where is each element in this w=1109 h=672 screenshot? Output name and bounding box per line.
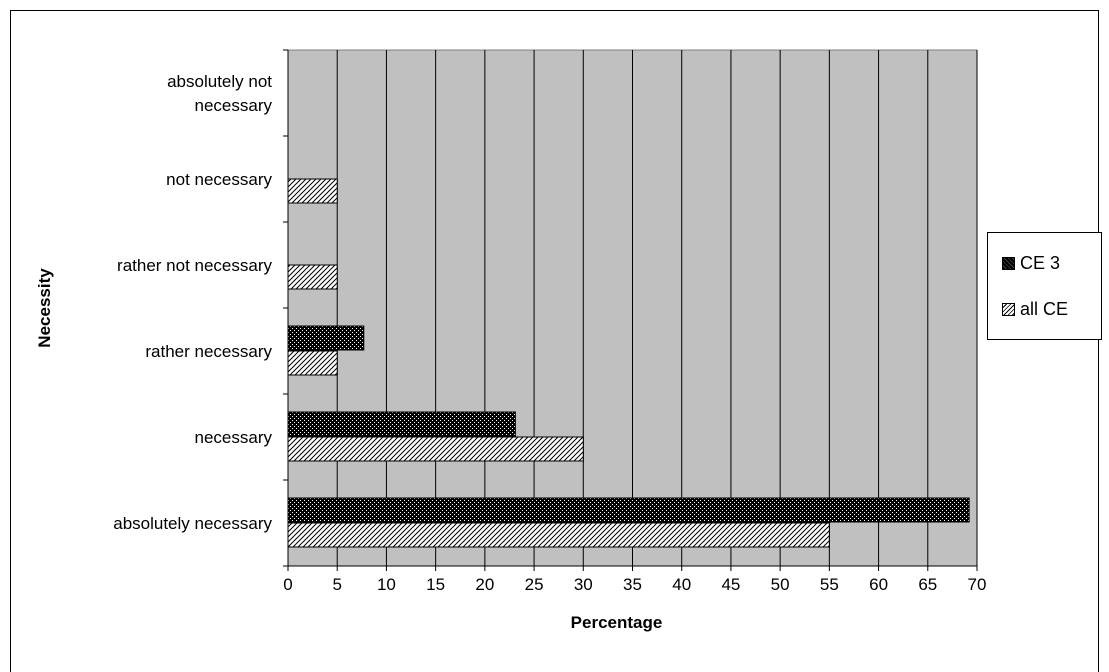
x-tick-label: 65: [918, 575, 937, 594]
category-labels: absolutely not necessary not necessary rath…: [113, 72, 272, 533]
legend: CE 3 all CE: [987, 232, 1102, 340]
x-tick-label: 45: [721, 575, 740, 594]
x-tick-label: 10: [377, 575, 396, 594]
legend-item-all-ce: all CE: [1002, 299, 1068, 320]
bar-all-ce: [287, 522, 830, 548]
category-label: not necessary: [166, 170, 272, 189]
legend-label-all-ce: all CE: [1020, 299, 1069, 319]
x-axis-title: Percentage: [571, 613, 663, 632]
x-tick-label: 50: [771, 575, 790, 594]
x-tick-label: 5: [332, 575, 341, 594]
bar-all-ce: [287, 350, 338, 376]
bar-all-ce: [287, 264, 338, 290]
category-label: rather necessary: [145, 342, 272, 361]
x-tick-label: 35: [623, 575, 642, 594]
category-label: absolutely necessary: [113, 514, 272, 533]
x-tick-label: 20: [475, 575, 494, 594]
x-tick-labels: 0 5 10 15 20 25 30 35 40 45 50 55 60 65 70: [283, 566, 986, 594]
bars: [287, 178, 970, 548]
bar-all-ce: [287, 178, 338, 204]
bar-ce3: [287, 411, 516, 437]
bar-ce3: [287, 325, 365, 351]
x-tick-label: 30: [574, 575, 593, 594]
x-tick-label: 40: [672, 575, 691, 594]
bar-all-ce: [287, 436, 584, 462]
category-label: rather not necessary: [117, 256, 272, 275]
category-label: necessary: [195, 428, 273, 447]
legend-label-ce3: CE 3: [1020, 253, 1061, 273]
x-tick-label: 70: [968, 575, 987, 594]
x-tick-label: 25: [525, 575, 544, 594]
x-tick-label: 0: [283, 575, 292, 594]
legend-swatch-ce3: [1002, 257, 1015, 270]
legend-swatch-all-ce: [1002, 303, 1015, 316]
x-tick-label: 55: [820, 575, 839, 594]
x-tick-label: 60: [869, 575, 888, 594]
grid-lines: [336, 50, 978, 566]
legend-item-ce3: CE 3: [1002, 253, 1060, 274]
category-label: absolutely not necessary: [167, 72, 272, 115]
x-tick-label: 15: [426, 575, 445, 594]
y-axis-title: Necessity: [35, 268, 54, 348]
bar-ce3: [287, 497, 970, 523]
